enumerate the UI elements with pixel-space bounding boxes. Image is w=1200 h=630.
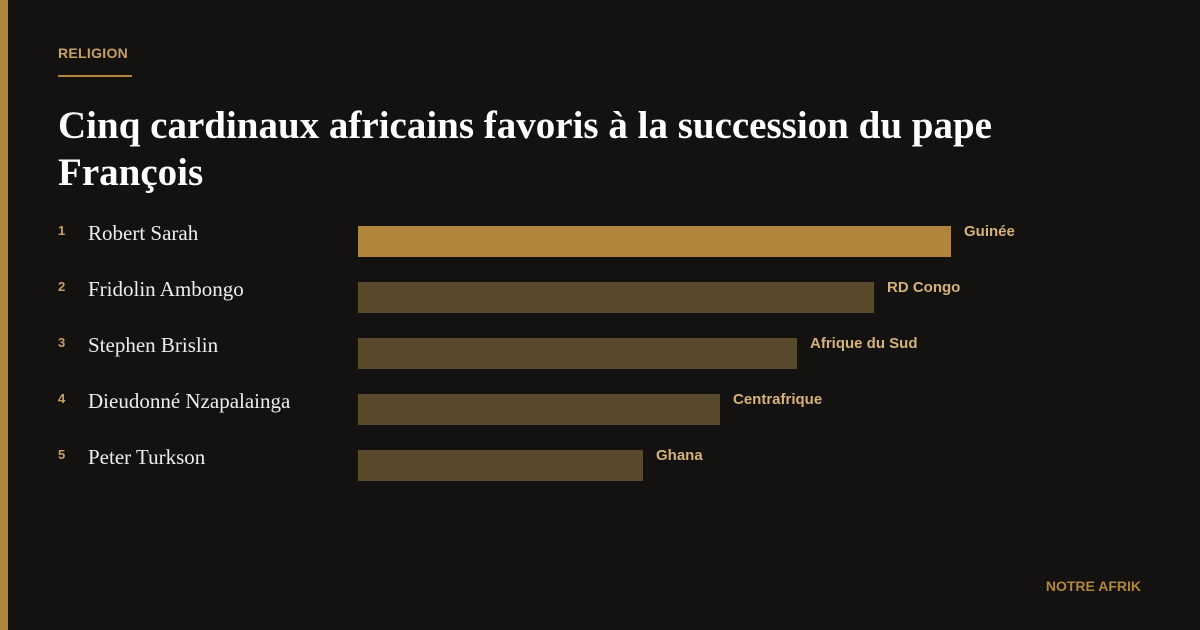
country: Guinée bbox=[964, 223, 1015, 240]
section-label: RELIGION bbox=[58, 45, 129, 61]
bar bbox=[358, 226, 951, 257]
name: Robert Sarah bbox=[88, 221, 199, 245]
name: Stephen Brislin bbox=[88, 333, 219, 357]
country: Afrique du Sud bbox=[810, 335, 918, 352]
title: Cinq cardinaux africains favoris à la su… bbox=[58, 104, 992, 194]
rank: 2 bbox=[58, 279, 66, 294]
rank: 3 bbox=[58, 335, 66, 350]
rank: 5 bbox=[58, 447, 66, 462]
name: Peter Turkson bbox=[88, 445, 206, 469]
accent-strip bbox=[0, 0, 8, 630]
bar bbox=[358, 338, 797, 369]
name: Dieudonné Nzapalainga bbox=[88, 389, 291, 413]
bar bbox=[358, 394, 720, 425]
rank: 4 bbox=[58, 391, 66, 406]
bar bbox=[358, 282, 874, 313]
name: Fridolin Ambongo bbox=[88, 277, 244, 301]
brand: NOTRE AFRIK bbox=[1045, 578, 1141, 594]
country: RD Congo bbox=[887, 279, 961, 296]
country: Ghana bbox=[656, 447, 703, 464]
rank: 1 bbox=[58, 223, 66, 238]
bar bbox=[358, 450, 643, 481]
section-rule bbox=[58, 75, 132, 77]
country: Centrafrique bbox=[733, 391, 823, 408]
